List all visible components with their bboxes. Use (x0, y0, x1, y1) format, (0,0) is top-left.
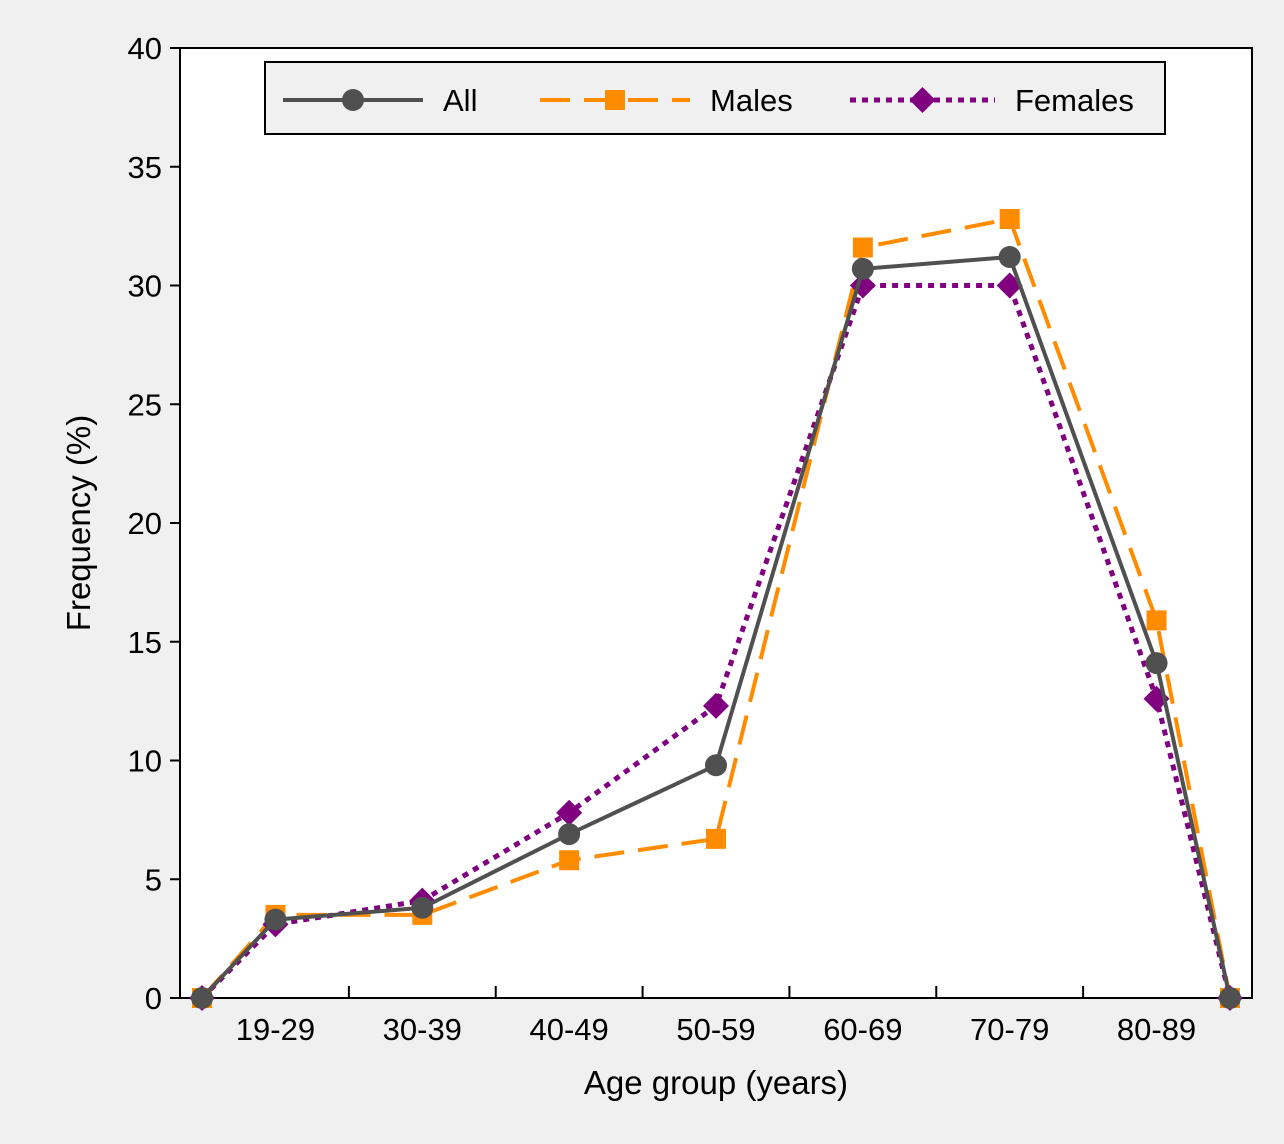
males-point (1146, 610, 1167, 631)
y-tick-label: 35 (128, 150, 162, 185)
males-point (999, 209, 1020, 229)
x-tick-label: 19-29 (236, 1012, 315, 1047)
legend: All Males Females (264, 61, 1166, 135)
y-tick-label: 15 (128, 625, 162, 660)
legend-marker-males (605, 90, 625, 110)
x-tick-label: 30-39 (383, 1012, 462, 1047)
x-tick-label: 40-49 (530, 1012, 609, 1047)
y-tick-label: 25 (128, 387, 162, 422)
legend-marker-all (342, 89, 364, 111)
x-tick-label: 50-59 (676, 1012, 755, 1047)
y-tick-label: 5 (145, 862, 162, 897)
y-tick-label: 10 (128, 744, 162, 779)
legend-label-males: Males (710, 83, 793, 118)
plot-area (179, 47, 1253, 999)
legend-label-females: Females (1015, 83, 1134, 118)
x-tick-label: 70-79 (970, 1012, 1049, 1047)
all-point (851, 257, 874, 280)
legend-item-all: All (283, 83, 477, 118)
y-tick-label: 0 (145, 981, 162, 1016)
all-point (705, 754, 727, 777)
all-point (1145, 652, 1168, 675)
y-tick-label: 30 (128, 269, 162, 304)
females-point (703, 692, 729, 719)
all-point (264, 908, 287, 931)
x-axis-title: Age group (years) (584, 1064, 848, 1101)
all-point (191, 987, 214, 1009)
males-point (559, 850, 580, 871)
all-point (998, 246, 1021, 268)
legend-label-all: All (443, 83, 477, 118)
all-point (1218, 987, 1241, 1009)
legend-marker-females (909, 87, 936, 113)
x-tick-label: 80-89 (1117, 1012, 1196, 1047)
y-axis-title: Frequency (%) (60, 415, 97, 631)
males-point (706, 828, 726, 849)
y-tick-label: 40 (128, 31, 162, 66)
legend-item-females: Females (850, 83, 1134, 118)
males-point (852, 237, 873, 258)
females-point (556, 799, 583, 826)
all-point (558, 823, 581, 846)
x-tick-label: 60-69 (823, 1012, 902, 1047)
y-tick-label: 20 (128, 506, 162, 541)
all-point (411, 896, 434, 919)
series-all (191, 246, 1241, 1009)
legend-item-males: Males (540, 83, 793, 118)
